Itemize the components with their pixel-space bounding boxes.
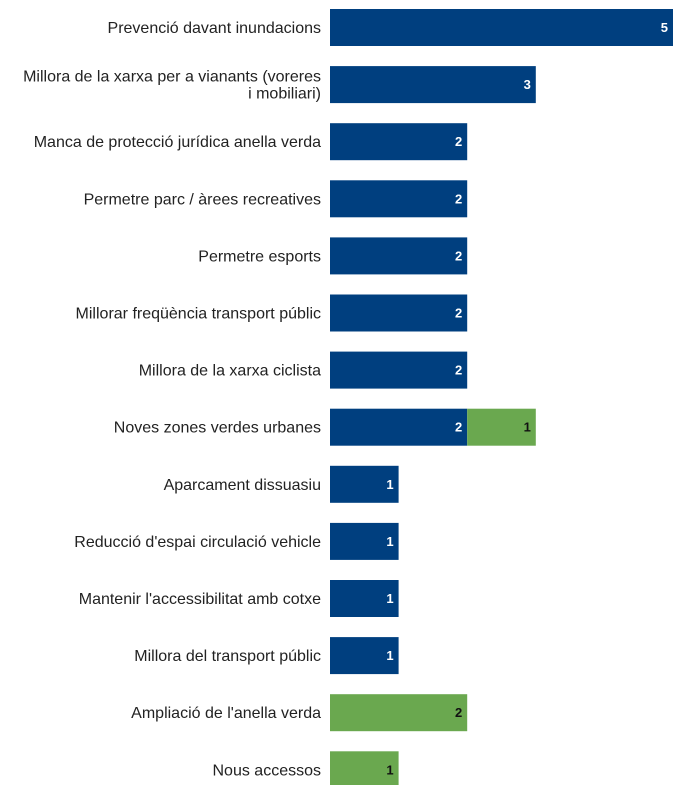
category-label: Reducció d'espai circulació vehicle: [74, 534, 321, 551]
bar-series-2: [330, 694, 468, 732]
category-label: Millora del transport públic: [134, 648, 321, 665]
bar-series-1: [330, 180, 468, 218]
bar-value-label: 2: [455, 248, 462, 263]
category-label-line: i mobiliari): [248, 86, 321, 103]
category-label-line: Permetre parc / àrees recreatives: [84, 191, 321, 208]
category-label: Permetre parc / àrees recreatives: [84, 191, 321, 208]
bar-value-label: 2: [455, 306, 462, 321]
bar-value-label: 2: [455, 363, 462, 378]
bar-value-label: 2: [455, 420, 462, 435]
category-label-line: Millora de la xarxa ciclista: [139, 363, 321, 380]
bar-series-2: [330, 751, 399, 785]
bar-series-1: [330, 66, 536, 104]
category-label: Noves zones verdes urbanes: [114, 420, 321, 437]
bar-series-1: [330, 522, 399, 560]
bar-series-1: [330, 237, 468, 275]
bar-value-label: 2: [455, 191, 462, 206]
category-label: Millora de la xarxa per a vianants (vore…: [23, 69, 321, 103]
bar-series-1: [330, 123, 468, 161]
category-label-line: Millora del transport públic: [134, 648, 321, 665]
bar-value-label: 2: [455, 134, 462, 149]
category-label: Mantenir l'accessibilitat amb cotxe: [79, 591, 321, 608]
bar-series-1: [330, 294, 468, 332]
bar-series-1: [330, 351, 468, 389]
category-label-line: Prevenció davant inundacions: [108, 20, 321, 37]
category-label-line: Reducció d'espai circulació vehicle: [74, 534, 321, 551]
bar-value-label: 1: [386, 591, 393, 606]
bar-value-label: 1: [386, 762, 393, 777]
category-label-line: Millorar freqüència transport públic: [76, 306, 321, 323]
bar-series-1: [330, 9, 673, 46]
category-label: Manca de protecció jurídica anella verda: [34, 134, 321, 151]
category-label-line: Millora de la xarxa per a vianants (vore…: [23, 69, 321, 86]
bar-series-1: [330, 465, 399, 503]
category-label: Millora de la xarxa ciclista: [139, 363, 321, 380]
bar-series-2: [467, 408, 536, 446]
bar-value-label: 5: [661, 20, 668, 35]
bar-value-label: 1: [386, 648, 393, 663]
bar-series-1: [330, 580, 399, 617]
bar-value-label: 1: [386, 534, 393, 549]
category-label-line: Ampliació de l'anella verda: [131, 705, 321, 722]
category-label: Millorar freqüència transport públic: [76, 306, 321, 323]
category-label-line: Mantenir l'accessibilitat amb cotxe: [79, 591, 321, 608]
bar-value-label: 1: [386, 477, 393, 492]
bar-series-1: [330, 637, 399, 675]
category-label-line: Aparcament dissuasiu: [164, 477, 321, 494]
category-label: Ampliació de l'anella verda: [131, 705, 321, 722]
category-label-line: Noves zones verdes urbanes: [114, 420, 321, 437]
bar-value-label: 3: [524, 77, 531, 92]
bar-value-label: 1: [524, 420, 531, 435]
category-label: Aparcament dissuasiu: [164, 477, 321, 494]
bar-series-1: [330, 408, 468, 446]
category-label: Prevenció davant inundacions: [108, 20, 321, 37]
category-label: Permetre esports: [198, 248, 321, 265]
category-label-line: Nous accessos: [213, 762, 322, 779]
category-label: Nous accessos: [213, 762, 322, 779]
category-label-line: Permetre esports: [198, 248, 321, 265]
bar-value-label: 2: [455, 705, 462, 720]
category-label-line: Manca de protecció jurídica anella verda: [34, 134, 321, 151]
